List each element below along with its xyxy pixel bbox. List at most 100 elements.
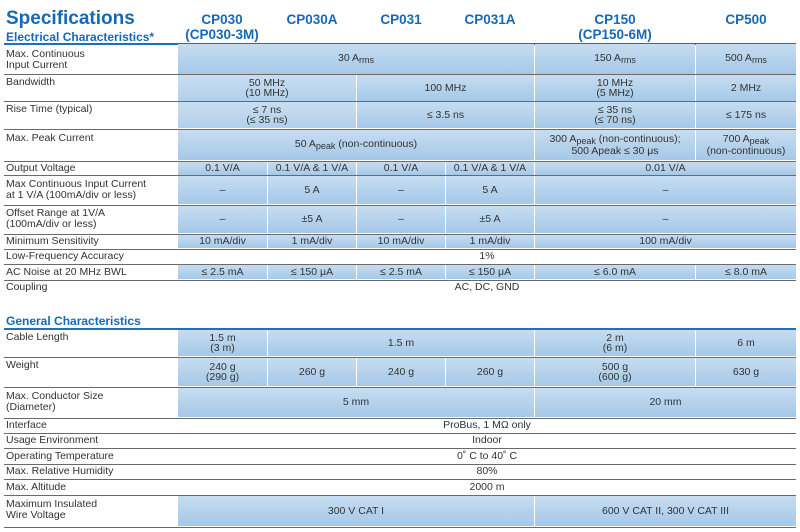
value: 1% xyxy=(479,250,495,263)
cell-conductor-cp150-cp500: 20 mm xyxy=(535,388,796,417)
row-label-max-peak-current: Max. Peak Current xyxy=(6,131,94,144)
page-title: Specifications xyxy=(6,8,135,29)
value: 0.01 V/A xyxy=(645,162,686,175)
value: 300 V CAT I xyxy=(327,504,385,517)
cell-offset-cp030a: ±5 A xyxy=(268,206,356,233)
cell-low-freq-accuracy: 1% xyxy=(178,250,796,263)
value: 150 A xyxy=(594,51,621,64)
row-label-offset-range: Offset Range at 1V/A (100mA/div or less) xyxy=(6,206,105,232)
value: 700 A xyxy=(722,132,750,145)
cell-output-voltage-cp031a: 0.1 V/A & 1 V/A xyxy=(446,162,534,175)
cell-value: 300 Apeak (non-continuous); xyxy=(549,132,681,147)
value: 2000 m xyxy=(469,480,505,493)
unit-sub: rms xyxy=(359,54,375,65)
cell-cont-1va-cp031: – xyxy=(357,176,445,204)
cell-coupling: AC, DC, GND xyxy=(178,281,796,294)
cell-min-sens-cp031: 10 mA/div xyxy=(357,235,445,248)
row-divider xyxy=(4,479,796,480)
value: 240 g xyxy=(387,365,415,378)
value: 100 MHz xyxy=(424,81,467,94)
cell-value: 30 Arms xyxy=(338,53,374,66)
cell-max-humidity: 80% xyxy=(178,465,796,478)
value: 50 A xyxy=(294,137,316,150)
value: 5 A xyxy=(482,183,498,196)
unit-sub: peak xyxy=(749,135,770,146)
value: 1 mA/div xyxy=(291,235,333,248)
value-suffix: (non-continuous); xyxy=(595,132,681,145)
value: 20 mm xyxy=(649,396,682,409)
value: ±5 A xyxy=(301,213,323,226)
table-top-rule xyxy=(4,328,796,330)
general-heading: General Characteristics xyxy=(6,314,141,328)
row-divider xyxy=(4,495,796,496)
row-divider xyxy=(4,205,796,206)
row-label-output-voltage: Output Voltage xyxy=(6,162,76,174)
row-label-interface: Interface xyxy=(6,419,47,431)
label-line: Offset Range at 1V/A xyxy=(6,207,106,219)
value: 600 V CAT II, 300 V CAT III xyxy=(601,504,730,517)
cell-peak-current-cp150: 300 Apeak (non-continuous); 500 Apeak ≤ … xyxy=(535,130,695,160)
cell-max-altitude: 2000 m xyxy=(178,480,796,494)
row-divider xyxy=(4,387,796,388)
cell-rise-time-cp500: ≤ 175 ns xyxy=(696,102,796,128)
cell-cont-1va-cp150-cp500: – xyxy=(535,176,796,204)
label-line: Wire Voltage xyxy=(6,509,66,521)
value: 260 g xyxy=(476,365,504,378)
value: 5 mm xyxy=(342,396,370,409)
label-line: (Diameter) xyxy=(6,401,56,413)
model-alt: (CP150-6M) xyxy=(578,27,652,42)
row-divider xyxy=(4,249,796,250)
cell-cable-cp030: 1.5 m (3 m) xyxy=(178,330,267,356)
cell-continuous-current-cp150: 150 Arms xyxy=(535,44,695,74)
value: 80% xyxy=(476,465,498,478)
row-label-operating-temp: Operating Temperature xyxy=(6,449,114,462)
cell-rise-time-cp031-cp031a: ≤ 3.5 ns xyxy=(357,102,534,128)
unit-sub: peak xyxy=(315,140,336,151)
label-line: Maximum Insulated xyxy=(6,498,98,510)
row-divider xyxy=(4,129,796,130)
value-line: 2 m xyxy=(606,331,624,344)
model-name: CP030A xyxy=(286,12,338,27)
cell-value: 500 Arms xyxy=(725,53,767,66)
cell-bandwidth-cp030-cp030a: 50 MHz (10 MHz) xyxy=(178,75,356,101)
value: 30 A xyxy=(337,51,360,64)
model-alt: (CP030-3M) xyxy=(185,27,259,42)
value: ≤ 8.0 mA xyxy=(725,265,767,278)
cell-insulated-cp150-cp500: 600 V CAT II, 300 V CAT III xyxy=(535,496,796,526)
value: 1 mA/div xyxy=(469,235,511,248)
column-header-cp030: CP030 (CP030-3M) xyxy=(178,12,266,42)
cell-peak-current-cp500: 700 Apeak (non-continuous) xyxy=(696,130,796,160)
value-line: 50 MHz xyxy=(248,76,286,89)
cell-cable-cp150: 2 m (6 m) xyxy=(535,330,695,356)
column-header-cp031a: CP031A xyxy=(446,12,534,27)
row-divider xyxy=(4,101,796,102)
value: 630 g xyxy=(732,365,760,378)
row-divider xyxy=(4,161,796,162)
row-divider xyxy=(4,433,796,434)
cell-continuous-current-cp030-cp031a: 30 Arms xyxy=(178,44,534,74)
cell-value: 150 Arms xyxy=(594,53,636,66)
row-label-bandwidth: Bandwidth xyxy=(6,75,56,88)
cell-weight-cp500: 630 g xyxy=(696,358,796,386)
cell-min-sens-cp031a: 1 mA/div xyxy=(446,235,534,248)
cell-ac-noise-cp150: ≤ 6.0 mA xyxy=(535,265,695,279)
label-line: Max. Conductor Size xyxy=(6,390,104,402)
value-line: ≤ 35 ns xyxy=(597,103,633,116)
cell-output-voltage-cp030a: 0.1 V/A & 1 V/A xyxy=(268,162,356,175)
label-line: at 1 V/A (100mA/div or less) xyxy=(6,189,137,201)
cell-ac-noise-cp030: ≤ 2.5 mA xyxy=(178,265,267,279)
row-label-coupling: Coupling xyxy=(6,281,48,293)
model-name: CP031A xyxy=(464,12,516,27)
cell-cont-1va-cp030: – xyxy=(178,176,267,204)
cell-peak-current-cp030-cp031a: 50 Apeak (non-continuous) xyxy=(178,130,534,160)
model-name: CP031 xyxy=(380,12,422,27)
value-line: 240 g xyxy=(209,360,236,373)
value: 0˚ C to 40˚ C xyxy=(456,449,518,462)
value: 0.1 V/A xyxy=(205,162,240,175)
label-line: Max. Continuous xyxy=(6,48,85,60)
model-name: CP150 xyxy=(594,12,636,27)
cell-rise-time-cp150: ≤ 35 ns (≤ 70 ns) xyxy=(535,102,695,128)
row-label-ac-noise: AC Noise at 20 MHz BWL xyxy=(6,265,127,278)
value-line: (6 m) xyxy=(602,342,628,354)
model-name: CP500 xyxy=(725,12,767,27)
